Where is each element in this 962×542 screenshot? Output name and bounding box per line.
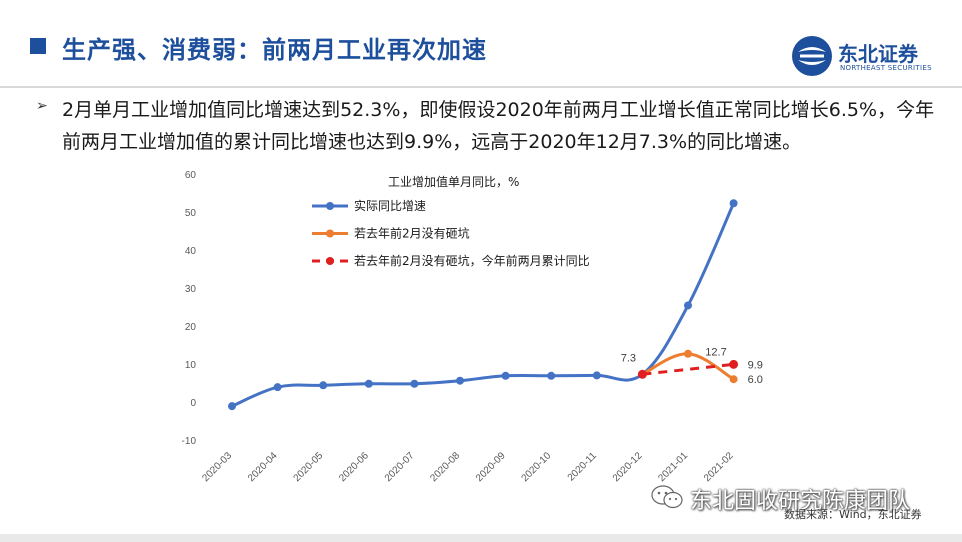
x-tick-label: 2020-04 (246, 450, 280, 484)
legend-label: 若去年前2月没有砸坑 (354, 226, 470, 241)
slide-title: 生产强、消费弱：前两月工业再次加速 (62, 36, 487, 64)
x-tick-label: 2020-07 (383, 450, 417, 484)
y-tick-label: 30 (185, 284, 197, 295)
legend-marker (326, 257, 334, 265)
bullet-arrow-icon: ➢ (36, 98, 48, 114)
bottom-bar (0, 534, 962, 542)
x-tick-label: 2020-11 (566, 450, 600, 484)
x-tick-label: 2020-03 (200, 450, 234, 484)
y-tick-label: 40 (185, 246, 197, 257)
legend-label: 若去年前2月没有砸坑，今年前两月累计同比 (354, 253, 590, 268)
slide-header: 生产强、消费弱：前两月工业再次加速 东北证券 NORTHEAST SECURIT… (0, 0, 962, 82)
y-tick-label: -10 (182, 436, 197, 447)
data-point (729, 359, 739, 369)
chart-title: 工业增加值单月同比，% (388, 174, 519, 189)
data-point (637, 369, 647, 379)
watermark-text: 东北固收研究陈康团队 (690, 489, 911, 514)
data-point (410, 379, 419, 388)
body-paragraph: 2月单月工业增加值同比增速达到52.3%，即使假设2020年前两月工业增长值正常… (62, 99, 935, 153)
data-point (364, 379, 373, 388)
x-tick-label: 2020-05 (292, 450, 326, 484)
logo-english-text: NORTHEAST SECURITIES (840, 64, 932, 72)
wechat-icon (651, 485, 683, 509)
data-label: 6.0 (748, 374, 763, 386)
data-point (684, 301, 692, 310)
x-tick-label: 2020-12 (611, 450, 645, 484)
x-tick-label: 2020-08 (428, 450, 462, 484)
logo-emblem-icon (792, 36, 832, 76)
data-label: 7.3 (621, 352, 636, 364)
series-line-0 (231, 202, 735, 408)
y-tick-label: 50 (185, 208, 197, 219)
data-point (729, 199, 738, 208)
y-tick-label: 20 (185, 322, 197, 333)
data-point (228, 402, 236, 411)
data-point (456, 376, 464, 385)
y-tick-label: 0 (190, 398, 196, 409)
data-label: 12.7 (705, 347, 726, 359)
y-tick-label: 60 (185, 170, 197, 181)
data-point (273, 383, 282, 392)
logo-chinese-text: 东北证券 (838, 42, 918, 66)
x-tick-label: 2020-06 (337, 450, 371, 484)
data-point (684, 349, 692, 358)
x-tick-label: 2020-10 (520, 450, 554, 484)
line-chart: -10 0 10 20 30 40 50 60 2020-03 2020-04 2020-05 202… (182, 170, 763, 484)
legend-marker (326, 202, 334, 210)
data-point (729, 375, 738, 384)
legend-label: 实际同比增速 (354, 198, 426, 213)
x-tick-label: 2021-02 (702, 450, 736, 484)
header-divider (0, 86, 962, 88)
company-logo: 东北证券 NORTHEAST SECURITIES (790, 34, 950, 78)
data-label: 9.9 (748, 359, 763, 371)
data-point (501, 371, 510, 380)
y-tick-label: 10 (185, 360, 197, 371)
data-point (319, 381, 328, 390)
x-tick-label: 2021-01 (656, 450, 690, 484)
legend-marker (326, 229, 334, 238)
data-point (547, 371, 556, 380)
title-square-bullet (30, 38, 46, 54)
data-source-note: 数据来源：Wind，东北证券 (784, 508, 922, 521)
x-tick-label: 2020-09 (474, 450, 508, 484)
data-point (592, 371, 601, 380)
